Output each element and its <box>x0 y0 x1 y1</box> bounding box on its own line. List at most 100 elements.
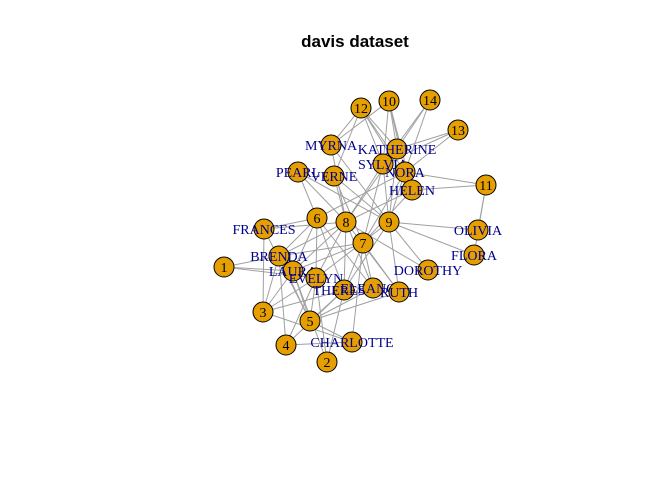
node-circle-olivia <box>467 219 489 241</box>
node-1: 1 <box>213 256 235 278</box>
node-circle-myrna <box>320 134 342 156</box>
node-9: 9 <box>378 211 400 233</box>
node-circle-helen <box>401 179 423 201</box>
node-7: 7 <box>352 232 374 254</box>
node-ruth: RUTH <box>380 281 418 303</box>
edge-nora-7 <box>362 171 406 244</box>
node-4: 4 <box>275 334 297 356</box>
node-8: 8 <box>335 211 357 233</box>
edge-evelyn-8 <box>315 221 347 279</box>
node-label-verne: VERNE <box>311 170 358 185</box>
edge-eleanor-5 <box>309 287 374 322</box>
node-label-ruth: RUTH <box>380 286 418 301</box>
node-circle-10 <box>378 90 400 112</box>
edge-sylvia-10 <box>382 100 390 165</box>
edge-flora-9 <box>388 221 475 256</box>
graph-title: davis dataset <box>301 32 409 51</box>
node-nora: NORA <box>385 161 426 183</box>
edge-theresa-3 <box>262 289 345 313</box>
node-label-flora: FLORA <box>451 249 498 264</box>
node-label-evelyn: EVELYN <box>289 272 344 287</box>
node-label-pearl: PEARL <box>276 166 320 181</box>
edge-evelyn-9 <box>315 221 390 279</box>
node-label-charlotte: CHARLOTTE <box>310 336 393 351</box>
node-circle-dorothy <box>417 259 439 281</box>
node-label-3: 3 <box>260 306 267 321</box>
edge-ruth-5 <box>309 291 400 322</box>
node-circle-charlotte <box>341 331 363 353</box>
node-olivia: OLIVIA <box>454 219 503 241</box>
edge-theresa-2 <box>326 289 345 363</box>
edge-helen-11 <box>411 184 487 191</box>
edge-laura-8 <box>292 221 347 272</box>
node-brenda: BRENDA <box>250 245 309 267</box>
node-circle-evelyn <box>305 267 327 289</box>
node-label-2: 2 <box>324 356 331 371</box>
node-label-7: 7 <box>360 237 367 252</box>
node-circle-flora <box>463 244 485 266</box>
node-circle-11 <box>475 174 497 196</box>
node-circle-4 <box>275 334 297 356</box>
node-2: 2 <box>316 351 338 373</box>
node-12: 12 <box>350 97 372 119</box>
node-circle-12 <box>350 97 372 119</box>
edge-laura-1 <box>223 266 294 272</box>
node-label-13: 13 <box>451 124 465 139</box>
node-circle-3 <box>252 301 274 323</box>
node-14: 14 <box>419 89 441 111</box>
node-circle-theresa <box>333 279 355 301</box>
node-circle-katherine <box>386 138 408 160</box>
node-charlotte: CHARLOTTE <box>310 331 394 353</box>
node-circle-9 <box>378 211 400 233</box>
node-circle-1 <box>213 256 235 278</box>
node-circle-8 <box>335 211 357 233</box>
node-myrna: MYRNA <box>305 134 358 156</box>
node-circle-14 <box>419 89 441 111</box>
node-label-helen: HELEN <box>389 184 435 199</box>
edge-brenda-4 <box>278 255 287 346</box>
edge-myrna-9 <box>330 144 390 223</box>
node-label-katherine: KATHERINE <box>358 143 437 158</box>
node-label-nora: NORA <box>385 166 426 181</box>
edge-laura-7 <box>292 242 364 272</box>
node-label-theresa: THERESA <box>313 284 377 299</box>
node-circle-7 <box>352 232 374 254</box>
node-label-4: 4 <box>283 339 290 354</box>
node-3: 3 <box>252 301 274 323</box>
edge-myrna-10 <box>330 100 390 146</box>
edge-verne-7 <box>333 175 364 244</box>
node-circle-5 <box>299 310 321 332</box>
node-verne: VERNE <box>311 165 358 187</box>
node-label-brenda: BRENDA <box>250 250 308 265</box>
node-circle-ruth <box>388 281 410 303</box>
node-circle-2 <box>316 351 338 373</box>
node-circle-pearl <box>287 161 309 183</box>
node-circle-sylvia <box>372 153 394 175</box>
node-label-dorothy: DOROTHY <box>394 264 462 279</box>
edge-olivia-9 <box>388 221 479 231</box>
edge-evelyn-2 <box>315 277 328 363</box>
node-flora: FLORA <box>451 244 498 266</box>
edge-eleanor-6 <box>316 217 374 289</box>
edge-nora-13 <box>404 129 459 173</box>
edge-charlotte-4 <box>285 341 353 346</box>
node-label-8: 8 <box>343 216 350 231</box>
node-pearl: PEARL <box>276 161 320 183</box>
node-13: 13 <box>447 119 469 141</box>
edge-nora-12 <box>360 107 406 173</box>
node-circle-6 <box>306 207 328 229</box>
edge-theresa-6 <box>316 217 345 291</box>
edge-nora-14 <box>404 99 431 173</box>
node-theresa: THERESA <box>313 279 377 301</box>
edge-brenda-7 <box>278 242 364 257</box>
node-frances: FRANCES <box>232 218 296 240</box>
node-label-9: 9 <box>386 216 393 231</box>
node-label-olivia: OLIVIA <box>454 224 503 239</box>
node-circle-brenda <box>268 245 290 267</box>
edge-theresa-9 <box>343 221 390 291</box>
node-circle-frances <box>253 218 275 240</box>
node-circle-eleanor <box>362 277 384 299</box>
edge-katherine-9 <box>388 148 398 223</box>
